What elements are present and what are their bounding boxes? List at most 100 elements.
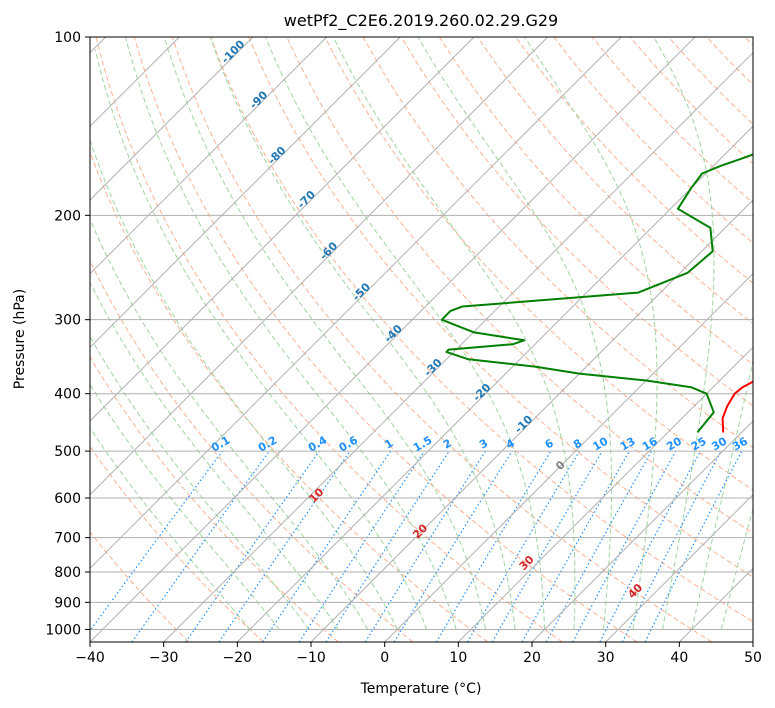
isotherm-line: [90, 37, 254, 201]
dry-adiabat-line: [706, 37, 753, 86]
isotherm-label: -70: [295, 188, 318, 211]
dry-adiabat-line: [744, 37, 753, 47]
moist-adiabat-line: [163, 37, 487, 630]
moist-adiabat-line: [90, 427, 251, 630]
x-tick-label: −10: [296, 650, 326, 666]
x-axis-title: Temperature (°C): [360, 681, 482, 697]
dry-adiabat-label: 40: [625, 581, 645, 601]
mixing-ratio-line: [393, 450, 513, 642]
isotherm-line: [457, 346, 753, 642]
mixing-ratio-label: 6: [543, 436, 556, 451]
moist-adiabat-line: [332, 37, 576, 630]
mixing-ratio-line: [621, 450, 722, 642]
chart-title: wetPf2_C2E6.2019.260.02.29.G29: [284, 11, 558, 31]
mixing-ratio-line: [325, 450, 450, 642]
mixing-ratio-line: [131, 450, 270, 642]
moist-adiabat-line: [94, 49, 428, 630]
x-tick-label: −40: [75, 650, 105, 666]
isotherm-label: -40: [382, 322, 405, 345]
isotherm-line: [90, 37, 696, 642]
moist-adiabat-line: [125, 37, 457, 630]
y-tick-label: 800: [54, 565, 81, 581]
dry-adiabat-line: [362, 37, 753, 449]
mixing-ratio-line: [262, 450, 392, 642]
dry-adiabat-line: [90, 356, 339, 642]
dry-adiabat-line: [668, 37, 753, 125]
mixing-ratio-label: 1: [382, 437, 395, 452]
mixing-ratio-line: [298, 450, 425, 642]
isotherm-label: -10: [512, 412, 535, 435]
dry-adiabat-line: [90, 531, 190, 642]
isotherm-label: -20: [470, 381, 493, 404]
moist-adiabat-line: [90, 281, 339, 630]
dewpoint-profile-line: [440, 153, 753, 434]
isotherm-line: [236, 125, 753, 642]
dry-adiabat-line: [90, 259, 414, 642]
isotherm-line: [531, 420, 753, 642]
grid-lines: [90, 37, 753, 642]
dry-adiabat-line: [90, 150, 488, 642]
x-tick-label: 40: [670, 650, 688, 666]
dry-adiabat-label: 30: [517, 553, 537, 573]
background-lines: [90, 37, 753, 642]
moist-adiabat-line: [90, 217, 369, 630]
dry-adiabat-line: [400, 37, 753, 407]
isotherm-line: [163, 51, 753, 642]
isotherm-label: -30: [421, 356, 444, 379]
isotherm-line: [605, 493, 753, 642]
x-tick-label: −30: [149, 650, 179, 666]
isotherm-label: -100: [219, 37, 248, 66]
y-tick-label: 300: [54, 313, 81, 329]
y-tick-label: 100: [54, 30, 81, 46]
mixing-ratio-line: [599, 450, 702, 642]
dry-adiabat-line: [171, 37, 712, 642]
mixing-ratio-line: [644, 450, 743, 642]
dry-adiabat-line: [324, 37, 753, 491]
y-tick-label: 200: [54, 208, 81, 224]
y-axis-ticks: 100 200 300 400 500 600 700 800 900 1000: [45, 30, 90, 638]
x-axis-ticks: −40 −30 −20 −10 0 10 20 30 40 50: [75, 642, 762, 666]
isotherm-label: -60: [317, 239, 340, 262]
isotherm-line: [90, 37, 475, 422]
moist-adiabat-line: [691, 358, 753, 630]
moist-adiabat-line: [417, 37, 612, 630]
mixing-ratio-line: [572, 450, 677, 642]
plot-frame: [89, 36, 754, 643]
x-tick-label: 50: [744, 650, 762, 666]
isotherm-line: [384, 272, 753, 642]
dry-adiabat-line: [515, 37, 753, 284]
y-tick-label: 700: [54, 531, 81, 547]
moist-adiabat-line: [90, 383, 280, 630]
mixing-ratio-line: [466, 450, 580, 642]
y-tick-label: 500: [54, 444, 81, 460]
dry-adiabat-line: [95, 37, 563, 642]
dry-adiabat-line: [438, 37, 753, 366]
mixing-ratio-line: [90, 450, 223, 632]
y-tick-label: 600: [54, 491, 81, 507]
isotherm-line: [90, 37, 401, 349]
x-tick-label: 30: [597, 650, 615, 666]
isotherm-line: [752, 641, 753, 642]
dry-adiabat-line: [133, 37, 638, 642]
isotherm-label: -50: [350, 280, 373, 303]
dry-adiabat-line: [591, 37, 753, 204]
moist-adiabat-line: [720, 506, 753, 630]
isotherm-line: [90, 37, 328, 275]
isotherm-line: [90, 37, 622, 570]
data-series: [440, 153, 753, 434]
isotherm-line: [310, 199, 753, 642]
moist-adiabat-line: [209, 37, 516, 630]
isotherm-label: -90: [247, 88, 270, 111]
x-tick-label: −20: [223, 650, 253, 666]
isotherm-line: [678, 567, 753, 642]
mixing-ratio-line: [435, 450, 552, 642]
dry-adiabat-line: [90, 445, 264, 642]
mixing-ratio-line: [521, 450, 631, 642]
y-axis-title: Pressure (hPa): [12, 289, 28, 389]
temperature-profile-line: [721, 380, 753, 433]
mixing-ratio-line: [218, 450, 351, 642]
isotherm-label: -80: [265, 144, 288, 167]
mixing-ratio-line: [545, 450, 653, 642]
